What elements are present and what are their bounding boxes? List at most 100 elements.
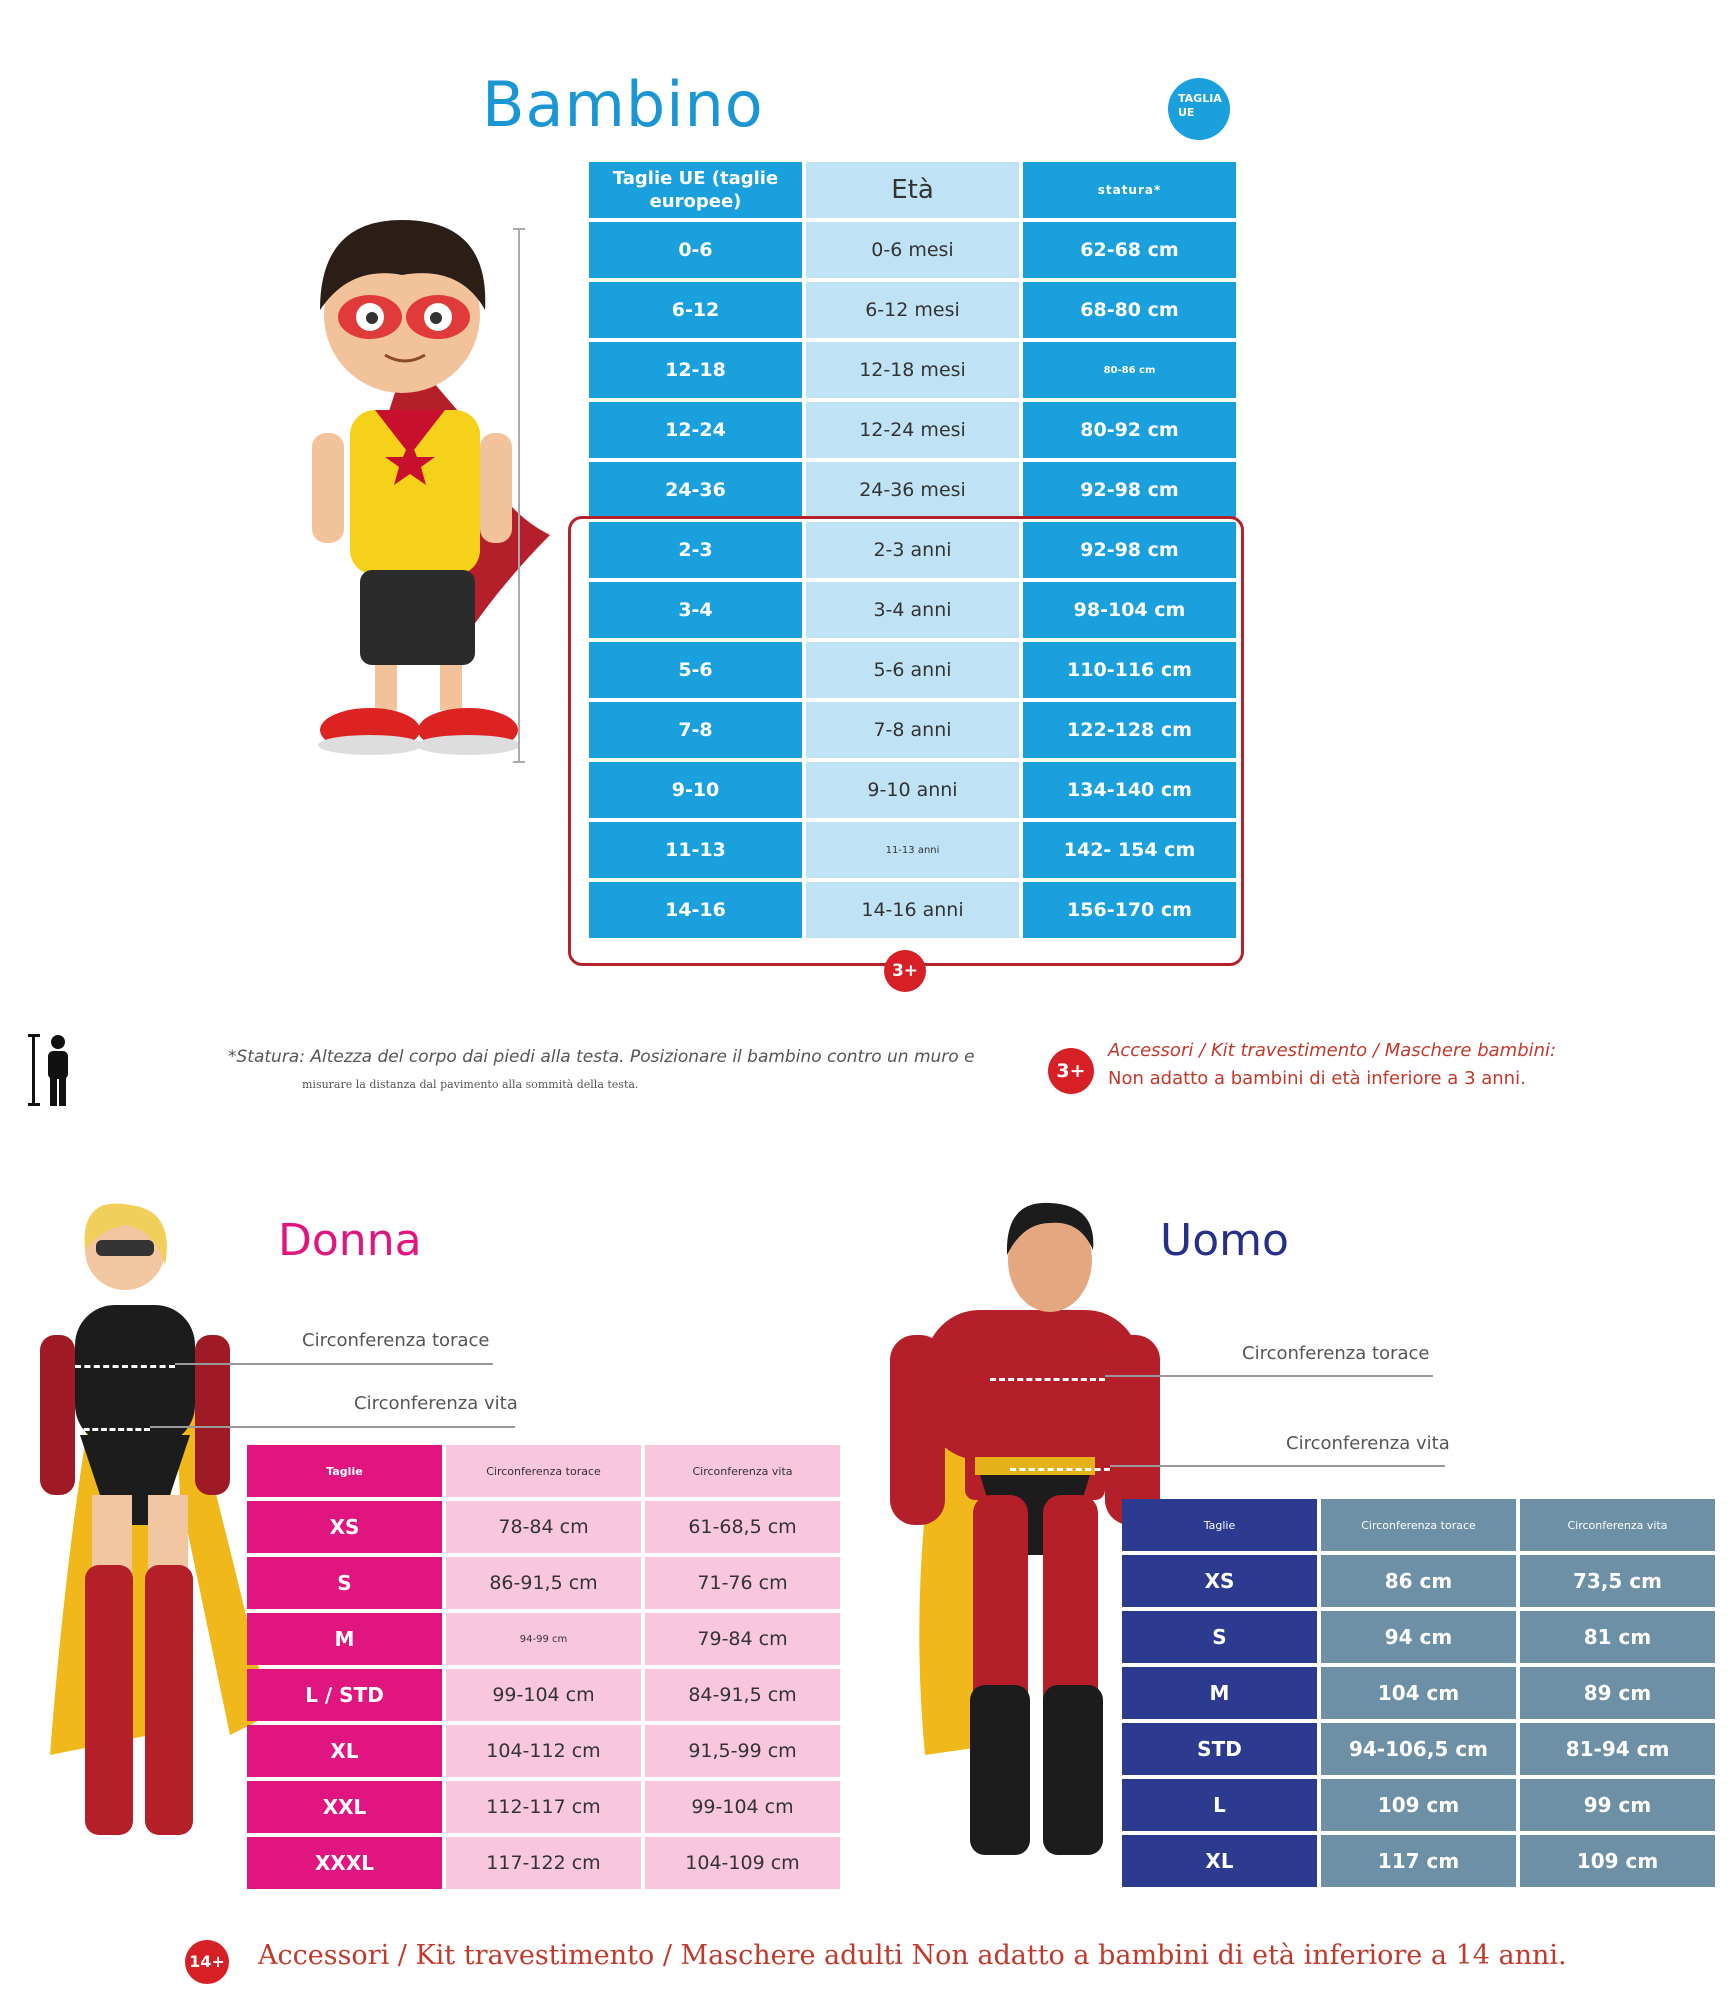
- vita-dash-line: [75, 1428, 150, 1431]
- size-cell: M: [1122, 1667, 1317, 1719]
- uomo-size-table: Taglie Circonferenza torace Circonferenz…: [1118, 1495, 1719, 1891]
- height-cell: 92-98 cm: [1023, 522, 1236, 578]
- height-cell: 110-116 cm: [1023, 642, 1236, 698]
- table-row: 24-36 24-36 mesi 92-98 cm: [589, 462, 1236, 518]
- donna-torace-line: [175, 1363, 493, 1365]
- kid-warning-title: Accessori / Kit travestimento / Maschere…: [1108, 1040, 1557, 1061]
- size-cell: 11-13: [589, 822, 802, 878]
- statura-note-detail: misurare la distanza dal pavimento alla …: [302, 1078, 639, 1091]
- boy-superhero-illustration: [312, 220, 550, 755]
- size-cell: 0-6: [589, 222, 802, 278]
- table-row: 6-12 6-12 mesi 68-80 cm: [589, 282, 1236, 338]
- uomo-title: Uomo: [1160, 1215, 1289, 1266]
- header-torace: Circonferenza torace: [1321, 1499, 1516, 1551]
- uomo-vita-dash-line: [1010, 1468, 1110, 1471]
- size-cell: 7-8: [589, 702, 802, 758]
- person-height-icon: [28, 1034, 68, 1106]
- age-cell: 0-6 mesi: [806, 222, 1019, 278]
- table-row: 5-6 5-6 anni 110-116 cm: [589, 642, 1236, 698]
- vita-cell: 71-76 cm: [645, 1557, 840, 1609]
- size-cell: 12-24: [589, 402, 802, 458]
- uomo-torace-dash-line: [990, 1378, 1105, 1381]
- vita-cell: 99-104 cm: [645, 1781, 840, 1833]
- vita-cell: 81 cm: [1520, 1611, 1715, 1663]
- size-cell: 9-10: [589, 762, 802, 818]
- vita-cell: 89 cm: [1520, 1667, 1715, 1719]
- size-cell: L / STD: [247, 1669, 442, 1721]
- size-cell: 14-16: [589, 882, 802, 938]
- torace-cell: 117-122 cm: [446, 1837, 641, 1889]
- donna-label-vita: Circonferenza vita: [354, 1393, 518, 1414]
- age-cell: 24-36 mesi: [806, 462, 1019, 518]
- adult-warning-text: Accessori / Kit travestimento / Maschere…: [258, 1940, 1567, 1971]
- table-row: XL 104-112 cm 91,5-99 cm: [247, 1725, 840, 1777]
- torace-cell: 104 cm: [1321, 1667, 1516, 1719]
- size-cell: XS: [1122, 1555, 1317, 1607]
- height-cell: 80-92 cm: [1023, 402, 1236, 458]
- woman-superhero-illustration: [40, 1203, 270, 1835]
- header-taglie: Taglie: [1122, 1499, 1317, 1551]
- torace-cell: 99-104 cm: [446, 1669, 641, 1721]
- kid-warning-text: Non adatto a bambini di età inferiore a …: [1108, 1068, 1526, 1089]
- age-cell: 3-4 anni: [806, 582, 1019, 638]
- vita-cell: 61-68,5 cm: [645, 1501, 840, 1553]
- vita-cell: 99 cm: [1520, 1779, 1715, 1831]
- torace-cell: 109 cm: [1321, 1779, 1516, 1831]
- donna-title: Donna: [278, 1215, 422, 1266]
- torace-cell: 86 cm: [1321, 1555, 1516, 1607]
- table-row: 3-4 3-4 anni 98-104 cm: [589, 582, 1236, 638]
- height-cell: 122-128 cm: [1023, 702, 1236, 758]
- table-row: 11-13 11-13 anni 142- 154 cm: [589, 822, 1236, 878]
- table-row: XS 86 cm 73,5 cm: [1122, 1555, 1715, 1607]
- header-eta: Età: [806, 162, 1019, 218]
- age-cell: 12-24 mesi: [806, 402, 1019, 458]
- man-superhero-illustration: [890, 1202, 1160, 1855]
- three-plus-badge: 3+: [884, 950, 926, 992]
- vita-cell: 84-91,5 cm: [645, 1669, 840, 1721]
- vita-cell: 79-84 cm: [645, 1613, 840, 1665]
- torace-cell: 117 cm: [1321, 1835, 1516, 1887]
- age-cell: 11-13 anni: [806, 822, 1019, 878]
- height-cell: 98-104 cm: [1023, 582, 1236, 638]
- height-cell: 142- 154 cm: [1023, 822, 1236, 878]
- table-row: XXXL 117-122 cm 104-109 cm: [247, 1837, 840, 1889]
- age-cell: 12-18 mesi: [806, 342, 1019, 398]
- vita-cell: 91,5-99 cm: [645, 1725, 840, 1777]
- age-cell: 5-6 anni: [806, 642, 1019, 698]
- donna-vita-line: [150, 1426, 515, 1428]
- table-row: S 86-91,5 cm 71-76 cm: [247, 1557, 840, 1609]
- age-cell: 14-16 anni: [806, 882, 1019, 938]
- height-cell: 80-86 cm: [1023, 342, 1236, 398]
- size-cell: XL: [247, 1725, 442, 1777]
- table-row: 12-24 12-24 mesi 80-92 cm: [589, 402, 1236, 458]
- size-cell: 3-4: [589, 582, 802, 638]
- table-row: S 94 cm 81 cm: [1122, 1611, 1715, 1663]
- size-cell: XL: [1122, 1835, 1317, 1887]
- size-cell: XS: [247, 1501, 442, 1553]
- size-cell: XXL: [247, 1781, 442, 1833]
- size-cell: L: [1122, 1779, 1317, 1831]
- age-cell: 2-3 anni: [806, 522, 1019, 578]
- header-statura: statura*: [1023, 162, 1236, 218]
- table-row: XXL 112-117 cm 99-104 cm: [247, 1781, 840, 1833]
- torace-cell: 94-99 cm: [446, 1613, 641, 1665]
- table-row: STD 94-106,5 cm 81-94 cm: [1122, 1723, 1715, 1775]
- vita-cell: 73,5 cm: [1520, 1555, 1715, 1607]
- height-cell: 62-68 cm: [1023, 222, 1236, 278]
- table-row: L 109 cm 99 cm: [1122, 1779, 1715, 1831]
- table-row: M 94-99 cm 79-84 cm: [247, 1613, 840, 1665]
- adult-warning-badge: 14+: [185, 1940, 229, 1984]
- uomo-vita-line: [1110, 1465, 1445, 1467]
- kid-warning-badge: 3+: [1048, 1048, 1094, 1094]
- table-row: 9-10 9-10 anni 134-140 cm: [589, 762, 1236, 818]
- age-cell: 9-10 anni: [806, 762, 1019, 818]
- table-row: 0-6 0-6 mesi 62-68 cm: [589, 222, 1236, 278]
- table-row: 7-8 7-8 anni 122-128 cm: [589, 702, 1236, 758]
- three-plus-frame: [568, 516, 1244, 966]
- table-row: L / STD 99-104 cm 84-91,5 cm: [247, 1669, 840, 1721]
- height-cell: 156-170 cm: [1023, 882, 1236, 938]
- size-cell: S: [247, 1557, 442, 1609]
- table-row: 2-3 2-3 anni 92-98 cm: [589, 522, 1236, 578]
- table-header-row: Taglie Circonferenza torace Circonferenz…: [247, 1445, 840, 1497]
- torace-cell: 94 cm: [1321, 1611, 1516, 1663]
